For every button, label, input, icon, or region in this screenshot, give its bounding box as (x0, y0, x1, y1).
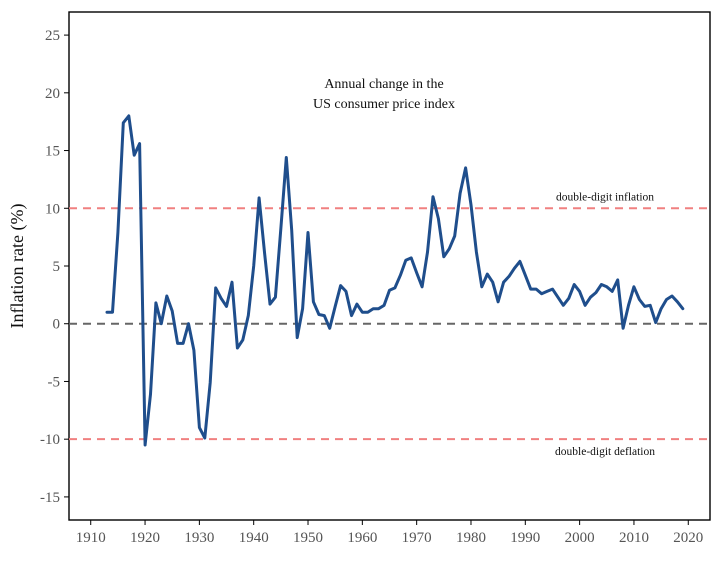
y-axis-label: Inflation rate (%) (7, 204, 28, 329)
y-tick-label: -10 (40, 432, 60, 448)
x-tick-label: 1980 (456, 530, 486, 546)
x-tick-label: 2020 (673, 530, 703, 546)
y-axis-ticks: -15 -10 -5 0 5 10 15 20 25 (40, 28, 69, 506)
chart-title-line-1: Annual change in the (324, 77, 443, 92)
x-tick-label: 1940 (239, 530, 269, 546)
reference-line-label-0: double-digit inflation (556, 191, 654, 203)
y-tick-label: 20 (45, 86, 60, 102)
reference-line-label-2: double-digit deflation (555, 446, 655, 458)
x-tick-label: 1920 (130, 530, 160, 546)
y-tick-label: 25 (45, 28, 60, 44)
y-tick-label: -15 (40, 490, 60, 506)
y-tick-label: 0 (53, 317, 61, 333)
x-tick-label: 1970 (402, 530, 432, 546)
x-tick-label: 2010 (619, 530, 649, 546)
y-tick-label: -5 (48, 374, 61, 390)
y-tick-label: 5 (53, 259, 61, 275)
x-tick-label: 1960 (347, 530, 377, 546)
x-tick-label: 1950 (293, 530, 323, 546)
x-tick-label: 1910 (76, 530, 106, 546)
x-tick-label: 1990 (510, 530, 540, 546)
y-tick-label: 10 (45, 201, 60, 217)
x-tick-label: 1930 (184, 530, 214, 546)
series-layer (105, 114, 685, 447)
reference-lines: double-digit inflation double-digit defla… (69, 191, 710, 458)
inflation-series-line (105, 114, 685, 447)
x-tick-label: 2000 (565, 530, 595, 546)
y-tick-label: 15 (45, 144, 60, 160)
x-axis-ticks: 1910 1920 1930 1940 1950 1960 1970 1980 1990 2000… (76, 520, 703, 546)
chart-title-line-2: US consumer price index (313, 97, 455, 112)
